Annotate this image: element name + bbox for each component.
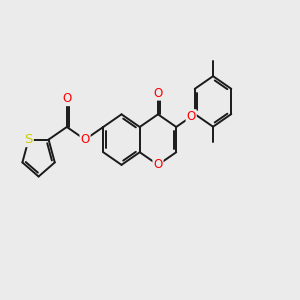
Text: O: O <box>153 87 163 100</box>
Text: S: S <box>24 133 33 146</box>
Text: O: O <box>80 133 90 146</box>
Text: O: O <box>187 110 196 123</box>
Text: O: O <box>62 92 71 105</box>
Text: O: O <box>153 158 163 171</box>
